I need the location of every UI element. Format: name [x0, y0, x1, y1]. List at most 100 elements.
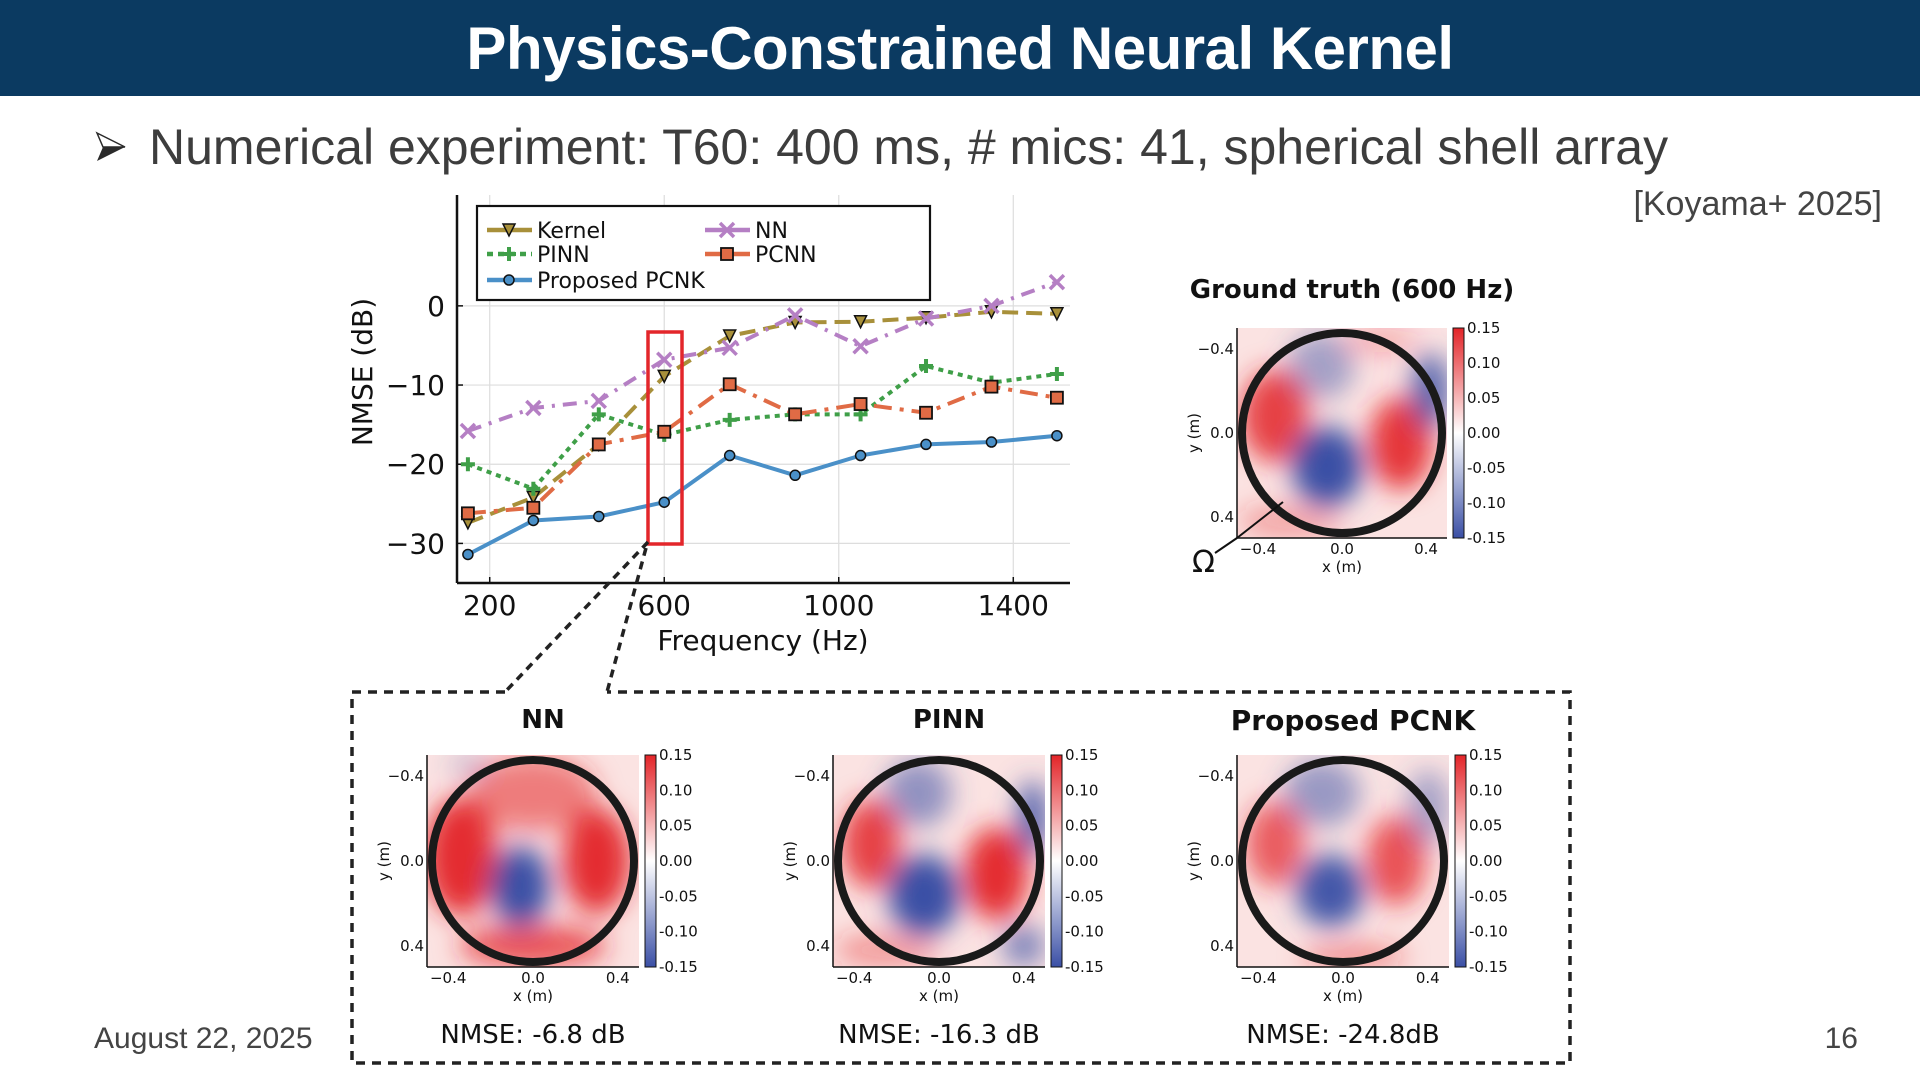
data-point-pinn: [919, 359, 934, 374]
positive-region: [469, 755, 597, 832]
heatmap-y-label: y (m): [781, 841, 799, 881]
heatmap-title: Ground truth (600 Hz): [1190, 275, 1514, 305]
chart-legend: Kernel NN PINN PCNN Proposed PCNK: [475, 204, 932, 302]
heatmap-y-tick: 0.0: [1210, 852, 1234, 870]
array-boundary-circle: [428, 756, 638, 966]
heatmap-x-label: x (m): [513, 987, 553, 1005]
legend-item-kernel: Kernel: [487, 219, 606, 244]
data-point-nn: [983, 297, 1000, 315]
y-tick-label: −30: [386, 527, 445, 560]
bullet-item: Numerical experiment: T60: 400 ms, # mic…: [95, 118, 1668, 176]
heatmap-y-tick: 0.4: [400, 937, 424, 955]
data-point-pcnk: [985, 436, 998, 448]
colorbar-tick: -0.05: [659, 887, 698, 905]
heatmap-x-tick: −0.4: [430, 969, 466, 987]
negative-region: [1287, 332, 1355, 400]
heatmap-x-tick: 0.4: [606, 969, 630, 987]
nmse-line-chart: 200 600 1000 1400 0 −10 −20 −30 Kernel NN PINN PCN…: [346, 195, 1070, 657]
heatmap-title: PINN: [913, 705, 985, 735]
heatmap-x-label: x (m): [1323, 987, 1363, 1005]
data-point-pcnk: [920, 438, 932, 451]
positive-region: [427, 797, 497, 917]
heatmap-x-tick: 0.0: [1331, 969, 1355, 987]
heatmap-pinn: −0.4 0.0 0.4 −0.4 0.0 0.4 x (m) y (m) 0.15 0.10 0.…: [781, 705, 1104, 1050]
colorbar: [1050, 754, 1063, 968]
colorbar-tick: -0.10: [659, 923, 698, 941]
footer-date: August 22, 2025: [94, 1022, 313, 1055]
array-boundary-circle: [1238, 756, 1448, 966]
connector-line-left: [503, 540, 650, 694]
heatmap-y-tick: 0.4: [1210, 937, 1234, 955]
heatmap-x-tick: 0.0: [927, 969, 951, 987]
data-point-pinn: [591, 407, 606, 422]
colorbar-tick: 0.05: [1469, 817, 1502, 835]
heatmap-x-tick: −0.4: [1240, 540, 1276, 558]
heatmap-y-tick: −0.4: [388, 767, 424, 785]
colorbar-tick: -0.15: [659, 958, 698, 976]
heatmap-x-label: x (m): [1322, 558, 1362, 576]
data-point-nn: [852, 338, 869, 355]
nmse-value: NMSE: -6.8 dB: [440, 1020, 625, 1050]
colorbar-tick: 0.05: [659, 817, 692, 835]
data-point-nn: [721, 339, 738, 357]
array-boundary-circle: [1238, 329, 1446, 537]
legend-label: PINN: [537, 243, 590, 268]
bullet-text: Numerical experiment: T60: 400 ms, # mic…: [149, 119, 1669, 175]
colorbar-tick: 0.10: [659, 781, 692, 799]
data-point-pcnn: [722, 377, 737, 392]
data-point-nn: [525, 399, 542, 417]
series-nn: [459, 273, 1066, 440]
positive-region: [562, 808, 631, 914]
legend-marker-pcnk-icon: [503, 274, 515, 286]
data-point-pcnk: [658, 496, 670, 508]
nmse-value: NMSE: -24.8dB: [1246, 1020, 1439, 1050]
heatmap-y-tick: −0.4: [794, 767, 830, 785]
colorbar: [644, 754, 657, 968]
x-tick-label: 600: [638, 589, 691, 622]
colorbar-tick: 0.15: [659, 746, 692, 764]
connector-line-right: [605, 547, 648, 693]
positive-region: [1366, 816, 1426, 906]
heatmap-y-tick: −0.4: [1198, 340, 1234, 358]
series-line-pcnk: [466, 433, 1058, 557]
data-point-pcnk: [462, 548, 474, 561]
data-point-nn: [917, 310, 935, 327]
legend-label: Kernel: [537, 219, 606, 244]
colorbar-tick: 0.05: [1467, 389, 1500, 407]
omega-pointer-line: [1236, 501, 1284, 539]
data-point-pinn: [526, 481, 541, 496]
negative-region: [1283, 759, 1360, 828]
data-point-pcnn: [919, 405, 933, 420]
heatmap-y-tick: 0.0: [1210, 424, 1234, 442]
colorbar-tick: -0.15: [1065, 958, 1104, 976]
heatmap-y-label: y (m): [1185, 841, 1203, 881]
data-point-pcnn: [788, 407, 803, 422]
series-line-pinn: [467, 364, 1058, 491]
series-pcnn: [461, 377, 1064, 521]
data-point-pcnn: [591, 437, 606, 452]
series-line-pcnn: [467, 382, 1058, 516]
legend-item-nn: NN: [705, 219, 788, 244]
y-tick-label: 0: [427, 290, 445, 323]
x-tick-label: 1000: [803, 589, 874, 622]
colorbar-tick: 0.10: [1467, 354, 1500, 372]
heatmap-x-tick: 0.4: [1414, 540, 1438, 558]
legend-item-pcnn: PCNN: [705, 243, 817, 268]
colorbar-tick: -0.05: [1065, 887, 1104, 905]
colorbar-tick: 0.05: [1065, 817, 1098, 835]
data-point-nn: [656, 351, 673, 368]
legend-marker-kernel-icon: [501, 223, 517, 238]
chart-axes: 200 600 1000 1400 0 −10 −20 −30: [386, 195, 1070, 622]
heatmap-x-label: x (m): [919, 987, 959, 1005]
colorbar: [1452, 327, 1465, 539]
series-line-kernel: [467, 309, 1057, 525]
heatmap-x-tick: −0.4: [1240, 969, 1276, 987]
series-pcnk: [462, 429, 1063, 561]
heatmap-y-tick: −0.4: [1198, 767, 1234, 785]
positive-region: [964, 827, 1029, 921]
x-tick-label: 200: [463, 589, 516, 622]
x-axis-label: Frequency (Hz): [657, 624, 868, 657]
colorbar-tick: 0.15: [1467, 319, 1500, 337]
colorbar-tick: -0.10: [1469, 923, 1508, 941]
